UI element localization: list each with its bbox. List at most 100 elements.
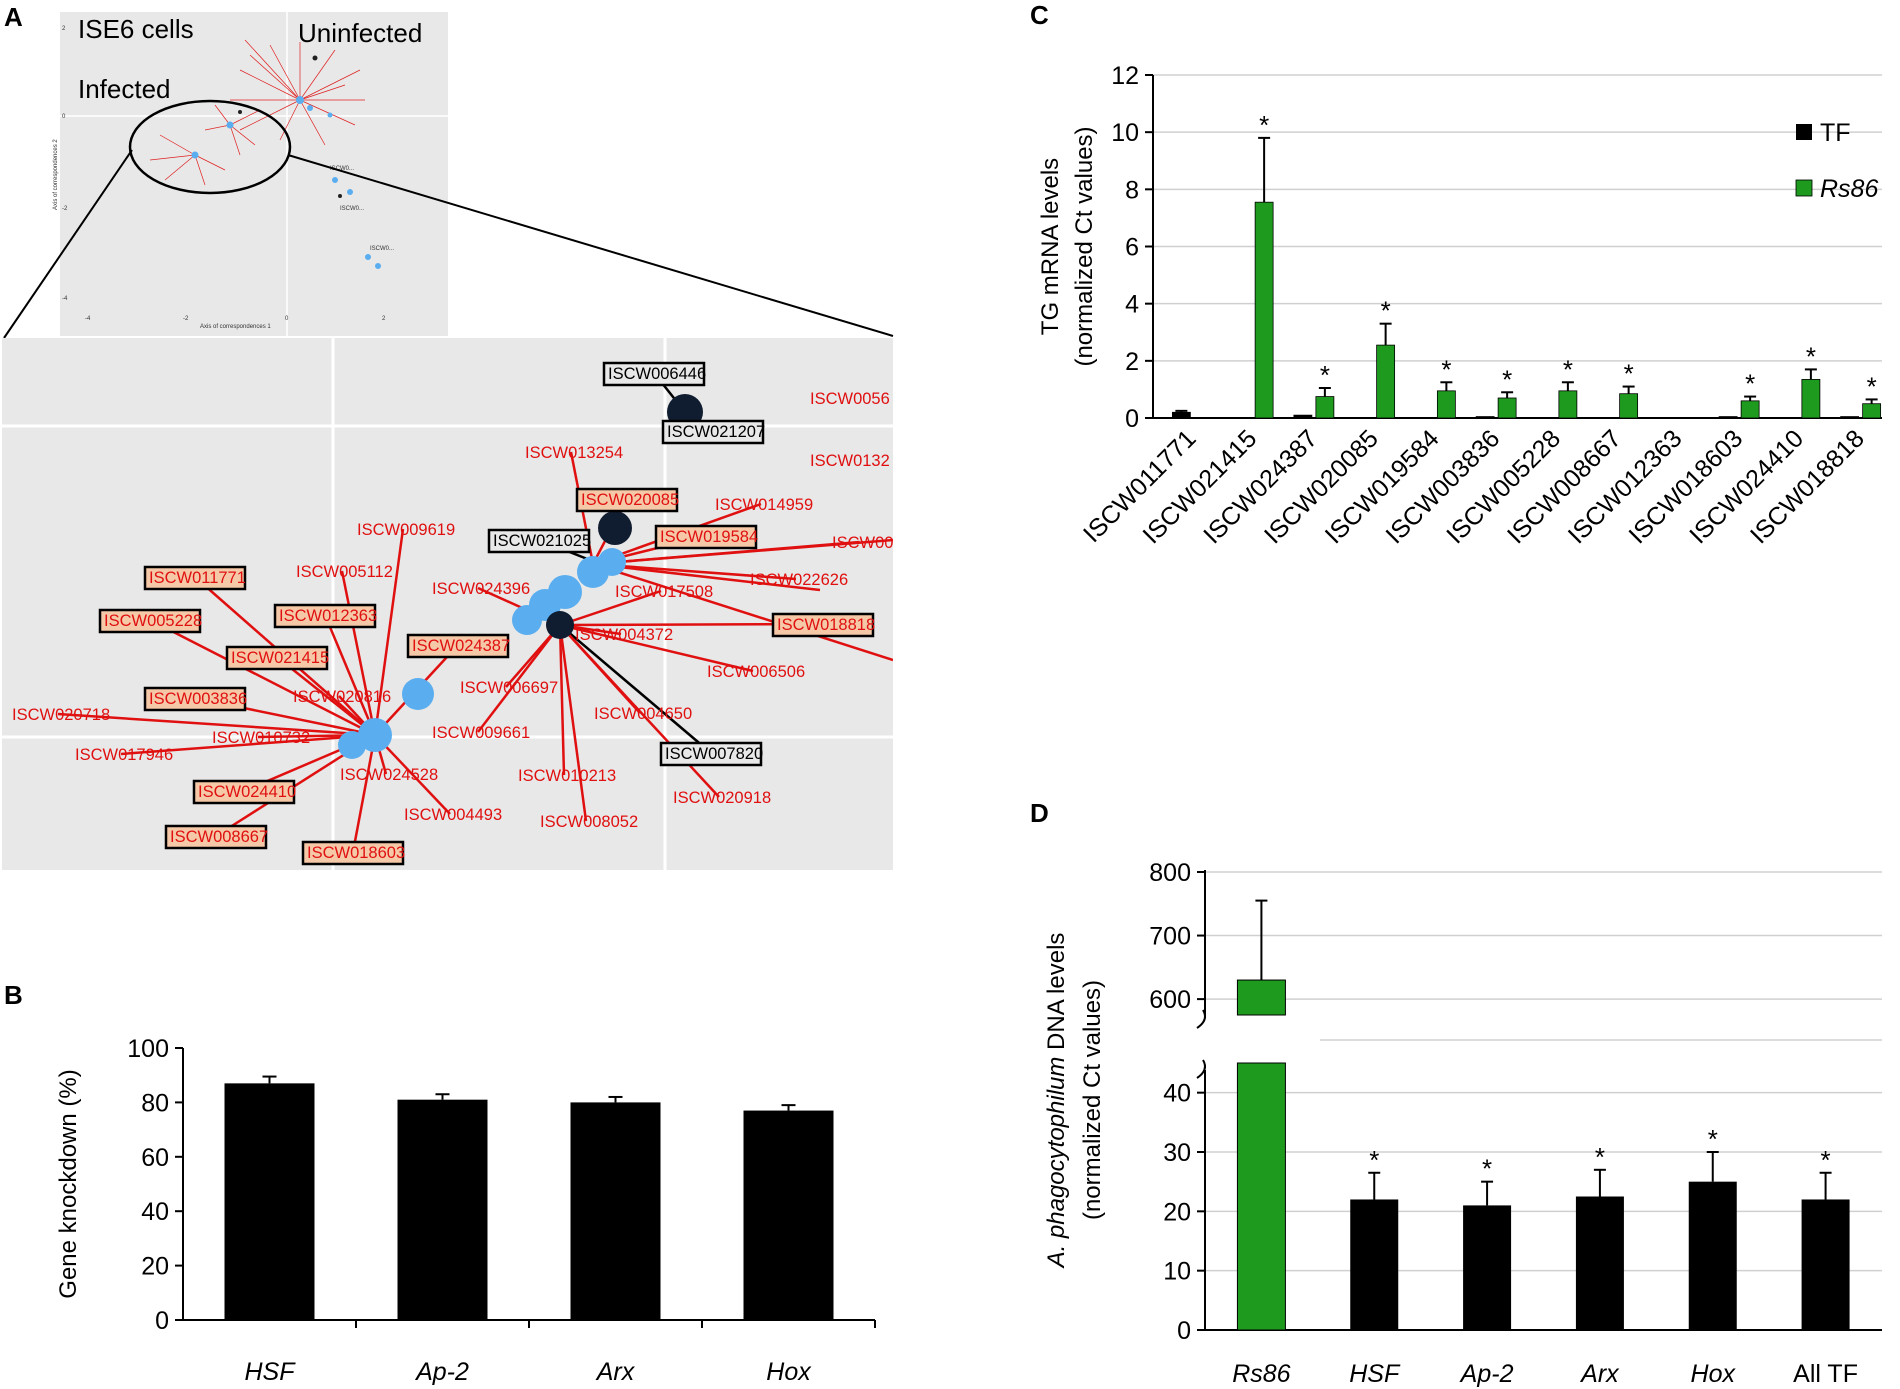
panel-label-d: D: [1030, 798, 1049, 828]
network-node-label: ISCW0056: [810, 390, 890, 408]
network-node-label: ISCW024410: [198, 783, 296, 801]
bar: [1688, 1181, 1737, 1330]
overview-ytick: -2: [62, 206, 68, 212]
network-node-dark: [598, 511, 632, 545]
significance-marker: *: [1381, 296, 1391, 326]
y-tick-label: 40: [141, 1198, 169, 1226]
network-node-label: ISCW020918: [673, 789, 771, 807]
category-label: Hox: [1691, 1360, 1737, 1388]
network-edge: [477, 624, 561, 733]
bar: [1232, 417, 1252, 419]
network-node: [358, 718, 392, 752]
overview-xtick: 0: [285, 316, 289, 322]
overview-ytick: -4: [62, 296, 68, 302]
overview-xtick: 2: [382, 316, 386, 322]
bar: [1193, 417, 1213, 419]
network-node-label: ISCW009661: [432, 724, 530, 742]
network-node-label: ISCW022626: [750, 571, 848, 589]
bar: [1463, 1205, 1512, 1330]
network-edge: [559, 624, 720, 798]
network-node-label: ISCW017508: [615, 583, 713, 601]
network-node-label: ISCW006506: [707, 663, 805, 681]
category-label: HSF: [245, 1358, 297, 1386]
network-edge: [559, 623, 754, 673]
network-node-label: ISCW021025: [493, 532, 591, 550]
network-node-label: ISCW005228: [104, 612, 202, 630]
network-node: [548, 575, 582, 609]
bar: [1862, 403, 1882, 419]
significance-marker: *: [1595, 1142, 1605, 1172]
y-tick-label: 80: [141, 1089, 169, 1117]
network-label-box: [98, 608, 202, 634]
network-node-label: ISCW021415: [231, 649, 329, 667]
overview-xtick: -4: [85, 316, 91, 322]
bar: [1801, 1199, 1850, 1330]
y-tick-label: 0: [155, 1307, 169, 1335]
network-node-label: ISCW005112: [296, 563, 393, 581]
annotation-uninfected: Uninfected: [298, 18, 422, 48]
bar: [1436, 390, 1456, 419]
bar: [1315, 396, 1335, 419]
y-tick-label: 8: [1125, 176, 1139, 204]
y-axis-title: A. phagocytophilum DNA levels: [1043, 933, 1070, 1270]
bar-lower-part: [1236, 1062, 1286, 1331]
bar: [1171, 411, 1191, 419]
bar: [1475, 416, 1495, 419]
category-label: Rs86: [1232, 1360, 1290, 1388]
network-node-label: ISCW020718: [12, 706, 110, 724]
legend-label: Rs86: [1820, 175, 1878, 203]
chart-b: 0 20 40 60 80 100 Gene knockdown (%) HSF Ap-2 Arx…: [55, 1035, 876, 1386]
uninfected-cluster: [230, 39, 365, 146]
bar: [1350, 1199, 1399, 1330]
category-label: Arx: [1579, 1360, 1620, 1388]
y-tick-label: 20: [141, 1253, 169, 1281]
significance-marker: *: [1624, 359, 1634, 389]
significance-marker: *: [1482, 1154, 1492, 1184]
network-edge: [374, 734, 451, 815]
network-label-box: [192, 779, 296, 805]
network-edge: [558, 624, 566, 776]
bar: [397, 1099, 488, 1320]
network-node-label: ISCW020085: [581, 491, 679, 509]
network-node-label: ISCW021207: [667, 423, 765, 441]
network-node-label: ISCW0132: [810, 452, 890, 470]
legend-swatch: [1796, 124, 1812, 140]
network-edge: [323, 614, 377, 736]
overview-xtick: -2: [183, 316, 189, 322]
network-overview: ISCW0... ISCW0... ISCW0... Axis of corresp…: [53, 12, 448, 336]
network-node-label: ISCW014959: [715, 496, 813, 514]
network-edge: [57, 712, 376, 737]
svg-text:ISCW0...: ISCW0...: [340, 206, 364, 212]
significance-marker: *: [1821, 1145, 1831, 1175]
network-edge: [373, 528, 405, 736]
y-tick-label: 60: [141, 1144, 169, 1172]
bar: [743, 1110, 834, 1320]
y-tick-label: 30: [1163, 1139, 1191, 1167]
network-node: [338, 731, 366, 759]
y-tick-label: 0: [1177, 1317, 1191, 1345]
y-tick-label: 0: [1125, 405, 1139, 433]
network-label-box: [273, 603, 377, 629]
network-node: [402, 678, 434, 710]
network-label-box: [654, 524, 758, 550]
y-tick-label: 6: [1125, 234, 1139, 262]
network-label-box-dark: [659, 741, 763, 767]
svg-text:ISCW0...: ISCW0...: [370, 246, 394, 252]
overview-ylabel: Axis of correspondences 2: [53, 139, 59, 210]
overview-ytick: 0: [62, 114, 66, 120]
network-node-label: ISCW008052: [540, 813, 638, 831]
network-node-label: ISCW007820: [665, 745, 763, 763]
network-node-label: ISCW024387: [412, 637, 510, 655]
y-tick-label: 800: [1149, 859, 1191, 887]
network-edge: [558, 624, 588, 822]
panel-label-b: B: [4, 980, 23, 1010]
category-label: Hox: [766, 1358, 812, 1386]
y-tick-label: 100: [127, 1035, 169, 1063]
network-edge: [149, 618, 376, 737]
bar: [224, 1083, 315, 1320]
network-node-label: ISCW010732: [212, 729, 310, 747]
network-edge: [559, 624, 712, 754]
network-node-label: ISCW004372: [575, 626, 673, 644]
bar: [1619, 393, 1639, 419]
